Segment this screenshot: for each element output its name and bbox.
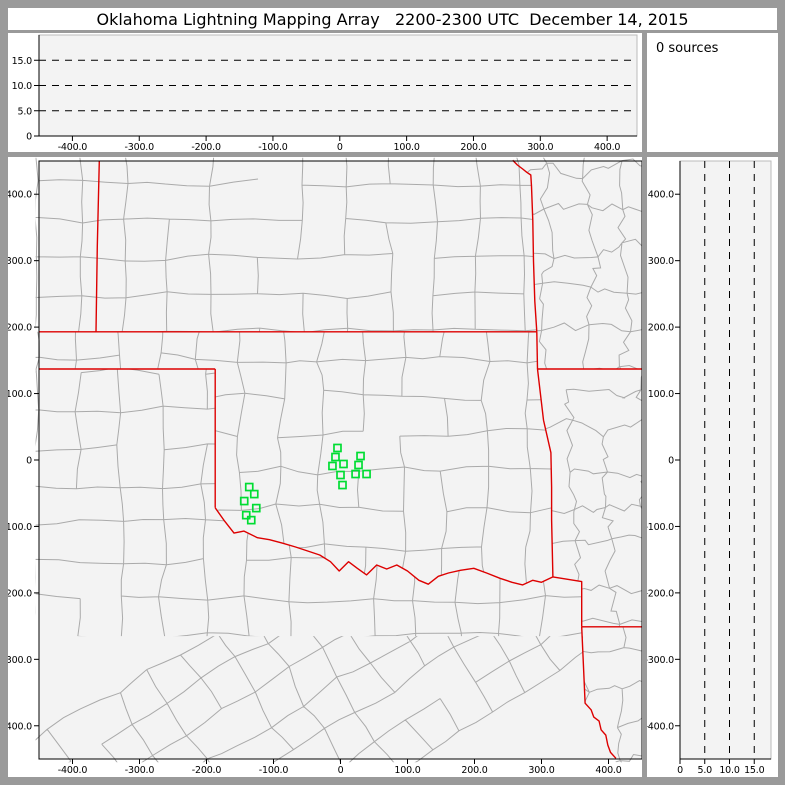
- svg-text:10.0: 10.0: [12, 81, 33, 92]
- svg-text:-100.0: -100.0: [258, 142, 288, 152]
- svg-text:100.0: 100.0: [394, 142, 420, 152]
- lma-station-marker: [331, 452, 340, 462]
- svg-text:400.0: 400.0: [595, 765, 621, 776]
- window-title: Oklahoma Lightning Mapping Array 2200-23…: [96, 9, 689, 29]
- svg-text:-100.0: -100.0: [8, 522, 32, 533]
- svg-text:0: 0: [337, 142, 343, 152]
- lma-station-marker: [246, 515, 256, 525]
- altitude-ns-panel: 400.0 300.0 200.0 100.0 0 -100.0 -200.0 -300.0 -…: [647, 157, 778, 777]
- svg-text:-200.0: -200.0: [647, 588, 674, 599]
- svg-text:0: 0: [26, 455, 32, 466]
- svg-text:300.0: 300.0: [527, 142, 553, 152]
- lma-station-marker: [336, 470, 345, 480]
- svg-text:400.0: 400.0: [8, 190, 32, 201]
- lma-station-marker: [351, 469, 360, 479]
- lma-station-marker: [354, 460, 363, 470]
- lma-station-marker: [333, 443, 342, 453]
- svg-text:300.0: 300.0: [648, 256, 674, 267]
- dashed-altitude-gridlines: [704, 161, 755, 759]
- svg-text:400.0: 400.0: [594, 142, 620, 152]
- svg-text:300.0: 300.0: [8, 256, 32, 267]
- lma-station-marker: [251, 503, 261, 513]
- svg-text:100.0: 100.0: [8, 389, 32, 400]
- lma-station-marker: [244, 482, 254, 492]
- svg-text:-100.0: -100.0: [647, 522, 674, 533]
- svg-text:100.0: 100.0: [394, 765, 420, 776]
- svg-text:200.0: 200.0: [461, 765, 487, 776]
- lma-station-marker: [356, 451, 365, 461]
- svg-text:15.0: 15.0: [12, 56, 33, 67]
- svg-text:-400.0: -400.0: [58, 142, 88, 152]
- dashed-altitude-gridlines: [39, 59, 637, 112]
- state-border-texas-arkansas: [552, 576, 583, 627]
- svg-text:-200.0: -200.0: [8, 588, 32, 599]
- svg-text:400.0: 400.0: [648, 190, 674, 201]
- lma-station-marker: [362, 469, 371, 479]
- state-border-oklahoma-arkansas: [536, 368, 554, 577]
- lma-station-marker: [338, 480, 347, 490]
- altitude-ew-plot[interactable]: 15.0 10.0 5.0 0 -400.0 -300.0 -200.0 -100.0 0 100…: [8, 33, 642, 152]
- svg-text:200.0: 200.0: [8, 323, 32, 334]
- svg-text:0: 0: [677, 765, 683, 776]
- lma-station-marker: [249, 489, 259, 499]
- state-border-kansas-missouri: [512, 159, 538, 332]
- svg-text:300.0: 300.0: [528, 765, 554, 776]
- svg-text:-100.0: -100.0: [259, 765, 289, 776]
- svg-text:200.0: 200.0: [460, 142, 486, 152]
- svg-text:-200.0: -200.0: [192, 765, 222, 776]
- state-border-kansas-west: [95, 160, 100, 332]
- altitude-ns-plot[interactable]: 400.0 300.0 200.0 100.0 0 -100.0 -200.0 -300.0 -…: [647, 157, 778, 777]
- svg-text:5.0: 5.0: [697, 765, 712, 776]
- svg-text:-200.0: -200.0: [191, 142, 221, 152]
- lma-station-marker: [241, 510, 251, 520]
- lma-station-marker: [328, 461, 337, 471]
- svg-text:15.0: 15.0: [744, 765, 765, 776]
- plan-view-map-plot[interactable]: 400.0 300.0 200.0 100.0 0 -100.0 -200.0 -300.0 -…: [8, 157, 642, 777]
- lma-station-marker: [239, 496, 249, 506]
- state-border-oklahoma-missouri: [536, 331, 539, 370]
- svg-text:-400.0: -400.0: [58, 765, 88, 776]
- state-borders: [39, 159, 642, 759]
- sources-count-label: 0 sources: [656, 41, 719, 56]
- svg-text:-300.0: -300.0: [647, 655, 674, 666]
- svg-text:-400.0: -400.0: [647, 721, 674, 732]
- sources-panel: 0 sources: [647, 33, 778, 152]
- state-border-red-river: [214, 507, 554, 586]
- lma-station-markers: [239, 443, 371, 525]
- svg-text:0: 0: [668, 455, 674, 466]
- svg-text:100.0: 100.0: [648, 389, 674, 400]
- svg-text:-400.0: -400.0: [8, 721, 32, 732]
- state-border-texas-louisiana: [581, 626, 617, 759]
- svg-text:10.0: 10.0: [719, 765, 740, 776]
- altitude-ew-panel: 15.0 10.0 5.0 0 -400.0 -300.0 -200.0 -100.0 0 100…: [8, 33, 642, 152]
- svg-text:-300.0: -300.0: [125, 765, 155, 776]
- svg-text:0: 0: [338, 765, 344, 776]
- svg-text:0: 0: [26, 132, 32, 143]
- map-panel: 400.0 300.0 200.0 100.0 0 -100.0 -200.0 -300.0 -…: [8, 157, 642, 777]
- title-bar: Oklahoma Lightning Mapping Array 2200-23…: [8, 8, 777, 30]
- svg-text:5.0: 5.0: [17, 106, 32, 117]
- svg-text:200.0: 200.0: [648, 323, 674, 334]
- svg-text:-300.0: -300.0: [8, 655, 32, 666]
- svg-text:-300.0: -300.0: [125, 142, 155, 152]
- lma-station-marker: [339, 459, 348, 469]
